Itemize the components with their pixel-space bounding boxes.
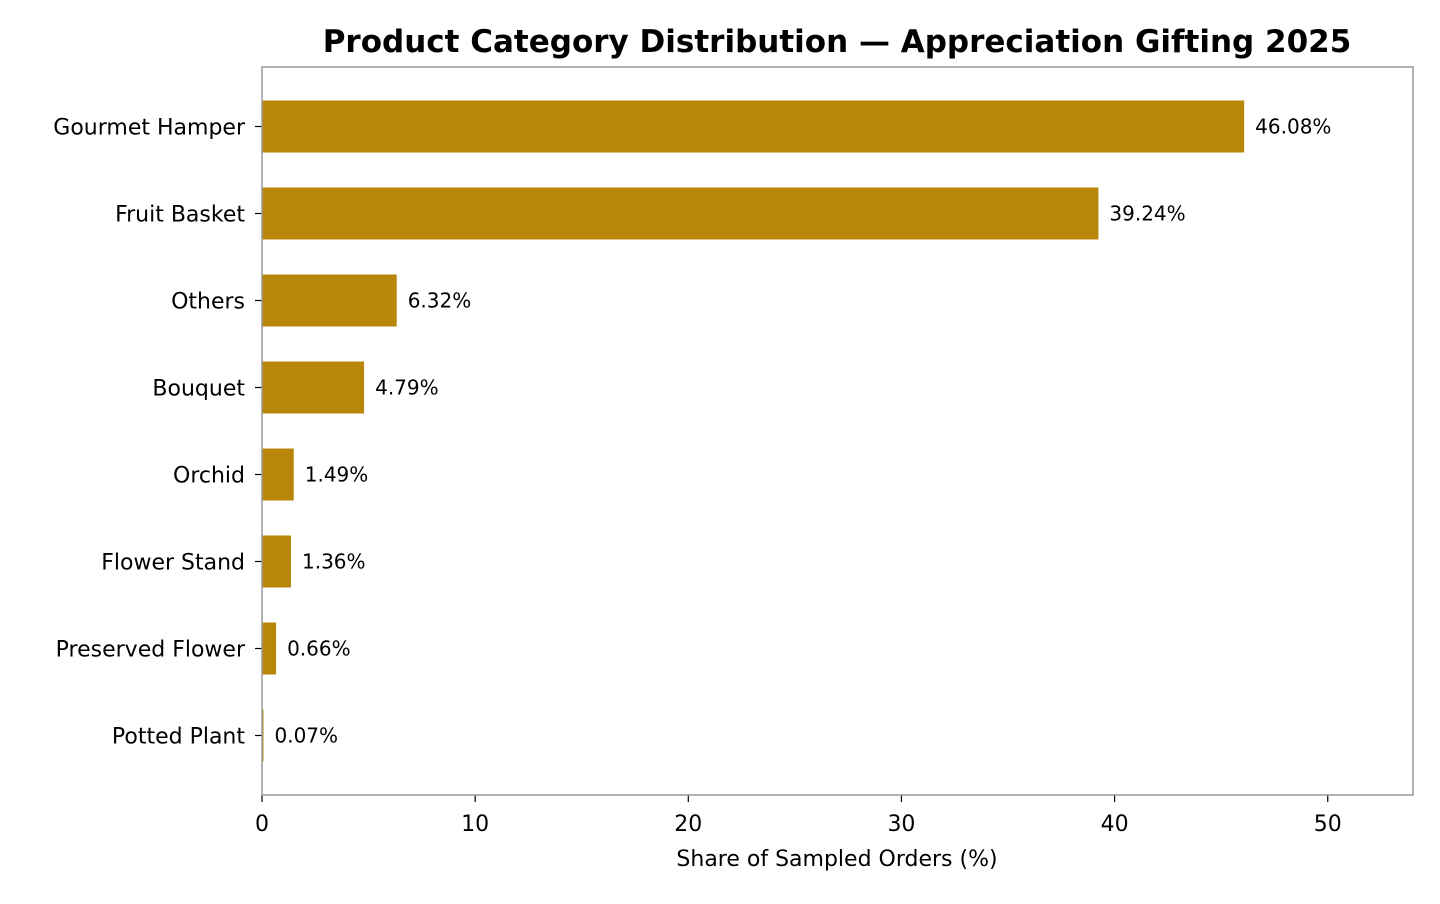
x-tick-label-50: 50 — [1314, 812, 1342, 837]
x-tick-label-30: 30 — [887, 812, 915, 837]
x-axis: 0 10 20 30 40 50 — [255, 795, 1342, 837]
x-tick-label-0: 0 — [255, 812, 269, 837]
x-tick-label-10: 10 — [461, 812, 489, 837]
y-tick-label-preserved-flower: Preserved Flower — [56, 638, 246, 663]
bar-flower-stand — [262, 535, 291, 588]
x-tick-label-20: 20 — [674, 812, 702, 837]
y-tick-label-potted-plant: Potted Plant — [112, 725, 245, 750]
value-labels-group: 46.08% 39.24% 6.32% 4.79% 1.49% 1.36% 0.66% 0.0… — [274, 115, 1331, 748]
value-label-bouquet: 4.79% — [375, 376, 439, 400]
value-label-orchid: 1.49% — [305, 463, 369, 487]
bar-others — [262, 274, 397, 327]
value-label-fruit-basket: 39.24% — [1109, 202, 1185, 226]
y-tick-label-flower-stand: Flower Stand — [101, 551, 245, 576]
bar-gourmet-hamper — [262, 100, 1245, 153]
y-tick-label-bouquet: Bouquet — [152, 377, 245, 402]
y-axis: Gourmet Hamper Fruit Basket Others Bouquet O… — [53, 116, 262, 750]
bars-group — [262, 100, 1245, 762]
y-tick-label-orchid: Orchid — [173, 464, 245, 489]
chart-title: Product Category Distribution — Apprecia… — [323, 24, 1352, 60]
x-axis-label: Share of Sampled Orders (%) — [676, 847, 997, 872]
bar-preserved-flower — [262, 622, 277, 675]
value-label-preserved-flower: 0.66% — [287, 637, 351, 661]
value-label-gourmet-hamper: 46.08% — [1255, 115, 1331, 139]
y-tick-label-gourmet-hamper: Gourmet Hamper — [53, 116, 246, 141]
bar-fruit-basket — [262, 187, 1099, 240]
value-label-others: 6.32% — [408, 289, 472, 313]
bar-bouquet — [262, 361, 365, 414]
y-tick-label-fruit-basket: Fruit Basket — [115, 203, 245, 228]
x-tick-label-40: 40 — [1101, 812, 1129, 837]
y-tick-label-others: Others — [171, 290, 245, 315]
value-label-flower-stand: 1.36% — [302, 550, 366, 574]
bar-orchid — [262, 448, 294, 501]
value-label-potted-plant: 0.07% — [274, 724, 338, 748]
plot-frame — [261, 66, 1414, 796]
